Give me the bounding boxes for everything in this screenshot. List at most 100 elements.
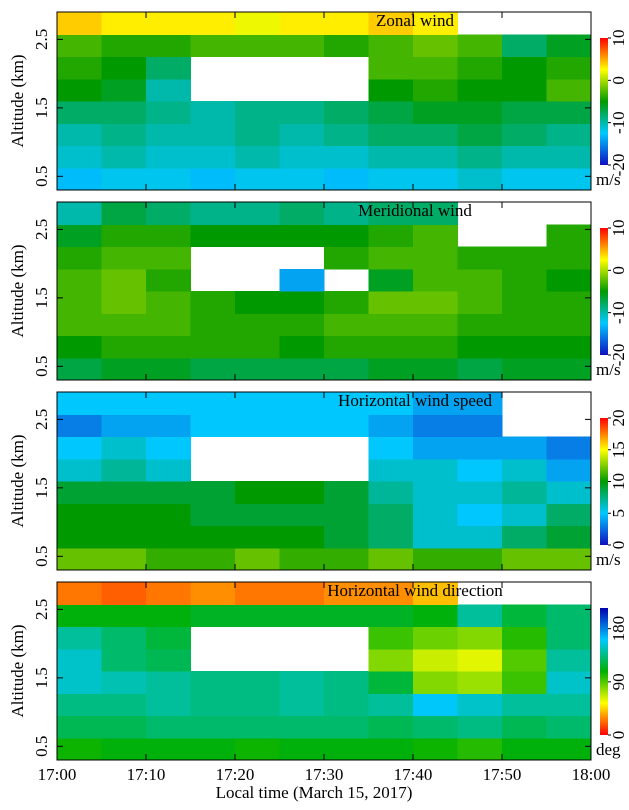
heatmap-cell xyxy=(190,313,236,336)
heatmap-cell xyxy=(190,582,236,605)
heatmap-cell xyxy=(413,503,458,526)
heatmap-cell xyxy=(413,101,458,124)
heatmap-cell xyxy=(146,123,191,146)
heatmap-cell xyxy=(279,737,325,761)
panel-title: Horizontal wind speed xyxy=(338,391,492,410)
heatmap-cell xyxy=(324,715,369,739)
heatmap-cell xyxy=(368,671,414,694)
heatmap-cell xyxy=(368,392,414,415)
heatmap-cell xyxy=(324,503,369,526)
heatmap-cell xyxy=(235,357,280,381)
colorbar-units: m/s xyxy=(596,360,621,379)
heatmap-cell xyxy=(368,12,414,35)
colorbar xyxy=(600,228,608,355)
heatmap-cell xyxy=(546,56,592,80)
heatmap-cell xyxy=(457,458,503,482)
panel-title: Meridional wind xyxy=(358,201,472,220)
heatmap-cell xyxy=(457,268,503,292)
heatmap-cell xyxy=(546,268,592,292)
heatmap-cell xyxy=(324,604,369,627)
heatmap-cell xyxy=(235,101,280,124)
x-tick-label: 17:30 xyxy=(305,765,344,784)
heatmap-cell xyxy=(413,693,458,716)
heatmap-cell xyxy=(235,145,280,169)
heatmap-cell xyxy=(146,224,191,247)
heatmap-cell xyxy=(368,458,414,482)
colorbar xyxy=(600,418,608,545)
panel-title: Zonal wind xyxy=(376,11,454,30)
colorbar-tick-label: 0 xyxy=(609,266,628,275)
heatmap-cell xyxy=(57,392,102,415)
heatmap-cell xyxy=(413,268,458,292)
heatmap-cell xyxy=(546,525,592,549)
heatmap-cell xyxy=(146,604,191,627)
heatmap-cell xyxy=(413,671,458,694)
colorbar xyxy=(600,38,608,165)
heatmap-cell xyxy=(502,246,547,270)
heatmap-cell xyxy=(101,246,147,270)
heatmap-cell xyxy=(146,626,191,650)
heatmap-cell xyxy=(146,167,191,191)
heatmap-cell xyxy=(413,12,458,35)
heatmap-cell xyxy=(546,458,592,482)
heatmap-cell xyxy=(324,313,369,336)
heatmap-cell xyxy=(368,145,414,169)
heatmap-cell xyxy=(57,693,102,716)
heatmap-cell xyxy=(457,392,503,415)
heatmap-cell xyxy=(101,145,147,169)
heatmap-cell xyxy=(324,202,369,225)
heatmap-cell xyxy=(146,582,191,605)
heatmap-cell xyxy=(146,648,191,672)
x-tick-label: 17:20 xyxy=(216,765,255,784)
heatmap-cell xyxy=(324,123,369,146)
heatmap-cell xyxy=(457,291,503,314)
heatmap-cell xyxy=(57,582,102,605)
heatmap-cell xyxy=(146,481,191,504)
heatmap-cell xyxy=(546,335,592,359)
heatmap-cell xyxy=(146,56,191,80)
heatmap-cell xyxy=(101,671,147,694)
heatmap-cell xyxy=(413,145,458,169)
heatmap-cell xyxy=(457,648,503,672)
x-tick-label: 18:00 xyxy=(572,765,611,784)
heatmap-cell xyxy=(146,392,191,415)
heatmap-cell xyxy=(101,313,147,336)
heatmap-cell xyxy=(413,648,458,672)
colorbar-tick-label: 5 xyxy=(609,509,628,518)
heatmap-cell xyxy=(101,436,147,460)
heatmap-cell xyxy=(190,224,236,247)
heatmap-cell xyxy=(368,56,414,80)
heatmap-cell xyxy=(457,525,503,549)
heatmap-cell xyxy=(235,481,280,504)
heatmap-cell xyxy=(279,392,325,415)
panel-title: Horizontal wind direction xyxy=(327,581,503,600)
heatmap-cell xyxy=(413,604,458,627)
y-tick-label: 1.5 xyxy=(32,97,51,118)
heatmap-cell xyxy=(146,458,191,482)
y-tick-label: 2.5 xyxy=(32,599,51,620)
heatmap-cell xyxy=(279,481,325,504)
heatmap-cell xyxy=(457,626,503,650)
heatmap-cell xyxy=(235,737,280,761)
heatmap-cell xyxy=(457,101,503,124)
heatmap-cell xyxy=(57,648,102,672)
heatmap-cell xyxy=(457,503,503,526)
heatmap-cell xyxy=(279,268,325,292)
heatmap-cell xyxy=(413,335,458,359)
heatmap-cell xyxy=(279,12,325,35)
heatmap-cell xyxy=(413,202,458,225)
heatmap-cell xyxy=(146,547,191,571)
heatmap-cell xyxy=(279,582,325,605)
heatmap-cell xyxy=(502,525,547,549)
heatmap-cell xyxy=(235,604,280,627)
heatmap-cell xyxy=(57,671,102,694)
heatmap-cell xyxy=(413,582,458,605)
heatmap-cell xyxy=(457,56,503,80)
heatmap-cell xyxy=(57,291,102,314)
heatmap-cell xyxy=(546,145,592,169)
heatmap-cell xyxy=(279,224,325,247)
heatmap-cell xyxy=(368,525,414,549)
colorbar-tick-label: 10 xyxy=(609,473,628,490)
heatmap-cell xyxy=(235,715,280,739)
heatmap-cell xyxy=(190,693,236,716)
